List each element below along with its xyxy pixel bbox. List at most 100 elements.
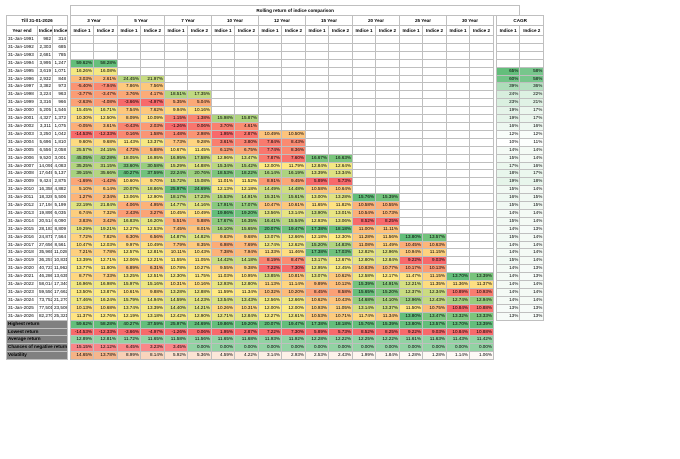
rolling-return-cell bbox=[234, 106, 259, 116]
rolling-return-cell: 8.36% bbox=[281, 145, 306, 155]
rolling-return-cell bbox=[446, 193, 470, 203]
summary-cell: 12.22% bbox=[375, 335, 400, 345]
rolling-return-cell: 8.35% bbox=[187, 240, 212, 250]
rolling-return-cell: 13.37% bbox=[140, 137, 165, 147]
rolling-return-cell bbox=[399, 58, 423, 68]
summary-cell: 15.15% bbox=[70, 343, 94, 353]
rolling-return-cell: 15.45% bbox=[70, 106, 94, 116]
cagr-cell: 11% bbox=[519, 137, 545, 147]
rolling-return-cell bbox=[446, 208, 470, 218]
rolling-return-cell: 11.08% bbox=[352, 240, 376, 250]
rolling-return-cell: -1.69% bbox=[70, 177, 94, 187]
cagr-cell: 60% bbox=[495, 74, 521, 84]
rolling-return-cell bbox=[328, 121, 353, 131]
rolling-return-cell: 7.54% bbox=[117, 106, 141, 116]
cagr-cell: 19% bbox=[495, 114, 521, 123]
rolling-return-cell: 19.29% bbox=[70, 224, 94, 234]
rolling-return-cell: 12.84% bbox=[375, 256, 400, 266]
summary-cell: 12.12% bbox=[93, 343, 118, 353]
rolling-return-cell: 7.33% bbox=[93, 272, 118, 282]
rolling-return-cell bbox=[399, 82, 423, 92]
rolling-return-cell: 4.95% bbox=[140, 201, 165, 210]
rolling-return-cell bbox=[446, 121, 470, 131]
rolling-return-cell bbox=[422, 106, 447, 116]
rolling-return-cell: 16.20% bbox=[140, 216, 165, 226]
rolling-return-cell bbox=[375, 185, 400, 195]
rolling-return-cell: 18.18% bbox=[328, 224, 353, 234]
rolling-return-cell: 1.38% bbox=[187, 114, 212, 123]
year-end-cell: 31-Jan-1995 bbox=[6, 66, 38, 76]
summary-cell: 5.89% bbox=[305, 327, 329, 337]
rolling-return-cell: 7.56% bbox=[140, 82, 165, 92]
rolling-return-cell: 10.49% bbox=[187, 208, 212, 218]
summary-cell: 1.14% bbox=[446, 351, 470, 361]
summary-cell: 0.00% bbox=[211, 343, 235, 353]
rolling-return-cell: 12.27% bbox=[117, 224, 141, 234]
rolling-return-cell: 11.46% bbox=[281, 248, 306, 258]
rolling-return-cell: 16.41% bbox=[258, 216, 282, 226]
summary-cell: 11.92% bbox=[281, 335, 306, 345]
rolling-return-cell bbox=[305, 58, 329, 68]
rolling-return-cell bbox=[469, 114, 494, 123]
rolling-return-cell bbox=[352, 82, 376, 92]
col-label: Indice 2 bbox=[519, 25, 545, 36]
rolling-return-cell: 10.13% bbox=[70, 303, 94, 313]
summary-cell: 2.43% bbox=[328, 351, 353, 361]
rolling-return-cell bbox=[258, 90, 282, 100]
rolling-return-cell: 35.66% bbox=[93, 169, 118, 179]
summary-cell: 19.86% bbox=[211, 319, 235, 329]
rolling-return-cell bbox=[446, 201, 470, 210]
rolling-return-cell: 13.01% bbox=[328, 208, 353, 218]
rolling-return-cell: 5.51% bbox=[164, 216, 188, 226]
rolling-return-cell bbox=[211, 90, 235, 100]
rolling-return-cell: 7.87% bbox=[258, 153, 282, 163]
rolling-return-cell: 8.58% bbox=[328, 288, 353, 297]
col-label: Indice 2 bbox=[187, 25, 212, 36]
summary-cell: 0.00% bbox=[234, 343, 259, 353]
rolling-return-cell bbox=[328, 35, 353, 44]
rolling-return-cell: 10.53% bbox=[305, 311, 329, 321]
rolling-return-cell bbox=[234, 74, 259, 84]
rolling-return-cell: 15.76% bbox=[352, 193, 376, 203]
cagr-cell: 36% bbox=[519, 82, 545, 92]
rolling-return-cell: 10.30% bbox=[70, 114, 94, 123]
col-label: Indice 2 bbox=[234, 25, 259, 36]
rolling-return-cell: 12.00% bbox=[281, 303, 306, 313]
index-value-1: 3,316 bbox=[37, 98, 53, 108]
sheet: Rolling return of indice comparison Till … bbox=[6, 5, 676, 361]
period-header: 3 Year bbox=[70, 15, 118, 26]
rolling-return-cell bbox=[305, 35, 329, 44]
rolling-return-cell bbox=[352, 98, 376, 108]
rolling-return-cell: 14.21% bbox=[187, 303, 212, 313]
rolling-return-cell: 1.58% bbox=[140, 129, 165, 139]
summary-cell: 4.59% bbox=[211, 351, 235, 361]
rolling-return-cell: 3.83% bbox=[70, 216, 94, 226]
rolling-return-cell: 15.79% bbox=[117, 295, 141, 305]
rolling-return-cell bbox=[117, 50, 141, 60]
summary-cell: -3.66% bbox=[117, 327, 141, 337]
rolling-return-cell: 1.48% bbox=[164, 129, 188, 139]
rolling-return-cell: 10.45% bbox=[164, 208, 188, 218]
rolling-return-cell: 2.61% bbox=[93, 74, 118, 84]
rolling-return-cell: 12.96% bbox=[211, 153, 235, 163]
rolling-return-cell bbox=[164, 58, 188, 68]
rolling-return-cell: 25.57% bbox=[70, 145, 94, 155]
cagr-cell: 14% bbox=[495, 208, 521, 218]
rolling-return-cell: 14.10% bbox=[375, 295, 400, 305]
rolling-return-cell bbox=[352, 66, 376, 76]
cagr-cell: 16% bbox=[519, 121, 545, 131]
rolling-return-cell bbox=[352, 145, 376, 155]
rolling-return-cell: 9.89% bbox=[305, 280, 329, 289]
rolling-return-cell bbox=[281, 74, 306, 84]
rolling-return-cell bbox=[399, 50, 423, 60]
rolling-return-cell bbox=[258, 58, 282, 68]
summary-cell: 0.00% bbox=[305, 343, 329, 353]
rolling-return-cell bbox=[469, 232, 494, 242]
index-value-2: 13,635 bbox=[52, 272, 68, 282]
rolling-return-cell: 10.94% bbox=[399, 248, 423, 258]
index-value-1: 14,091 bbox=[37, 161, 53, 171]
rolling-return-cell: 13.33% bbox=[469, 311, 494, 321]
rolling-return-cell: 15.72% bbox=[164, 177, 188, 187]
rolling-return-cell: 10.11% bbox=[164, 248, 188, 258]
year-end-cell: 31-Jan-2016 bbox=[6, 232, 38, 242]
